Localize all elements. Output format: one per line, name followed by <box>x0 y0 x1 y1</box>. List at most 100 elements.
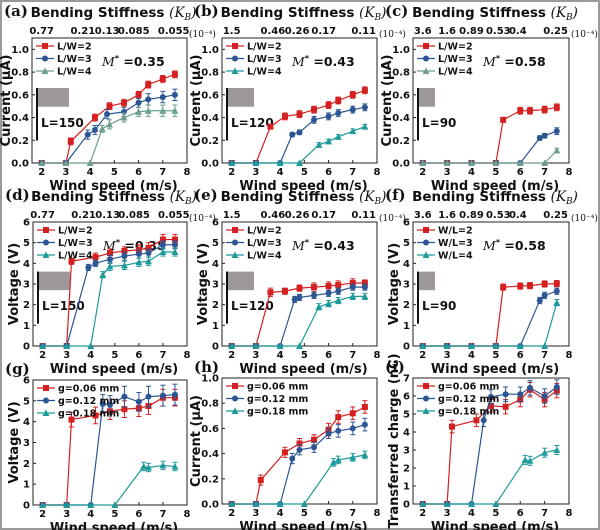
data-point <box>517 107 524 114</box>
panel-label: (f) <box>385 186 406 204</box>
x-axis-label: Wind speed (m/s) <box>431 179 559 194</box>
data-point <box>111 501 119 508</box>
legend-marker <box>43 397 49 404</box>
top-tick-label: 0.53 <box>486 26 511 37</box>
legend-marker <box>231 67 239 74</box>
data-point <box>87 342 95 349</box>
y-tick-label: 3 <box>403 446 410 457</box>
chart-title: Bending Stiffness (KB) <box>412 189 578 207</box>
y-tick-label: 6 <box>23 376 30 387</box>
data-point <box>289 455 296 462</box>
data-point <box>361 87 368 94</box>
data-point <box>276 342 284 349</box>
data-point <box>419 500 427 507</box>
data-point <box>63 342 71 349</box>
legend-label: g=0.12 mm <box>438 394 499 405</box>
legend-label: L/W=3 <box>247 54 282 65</box>
data-point <box>492 159 500 166</box>
x-tick-label: 8 <box>566 350 573 361</box>
y-tick-label: 1 <box>23 480 30 491</box>
data-point <box>171 91 178 98</box>
data-point <box>449 423 455 430</box>
series-line <box>42 244 175 347</box>
top-tick-label: 0.085 <box>118 210 150 221</box>
data-point <box>144 107 152 114</box>
y-tick-label: 1 <box>403 321 410 332</box>
data-point <box>291 296 298 303</box>
panel-label: (b) <box>194 2 219 20</box>
legend-label: L/W=4 <box>58 251 93 262</box>
top-tick-label: 1.6 <box>438 210 456 221</box>
legend-label: L/W=2 <box>247 42 282 53</box>
legend-marker <box>232 227 238 233</box>
series-l-w-4 <box>228 123 369 166</box>
legend-label: W/L=4 <box>438 251 473 262</box>
data-point <box>541 132 548 139</box>
data-point <box>473 417 480 424</box>
x-tick-label: 7 <box>541 508 548 519</box>
data-point <box>296 440 303 447</box>
x-tick-label: 6 <box>325 167 332 178</box>
panel-label: (h) <box>194 358 219 376</box>
data-point <box>325 137 333 145</box>
y-tick-label: 1 <box>403 482 410 493</box>
legend-label: L/W=2 <box>438 42 473 53</box>
legend-marker <box>42 409 50 416</box>
data-point <box>349 425 356 432</box>
x-tick-label: 2 <box>228 508 235 519</box>
data-point <box>325 430 332 437</box>
top-axis-unit: (10⁻⁴) <box>379 213 406 224</box>
x-tick-label: 3 <box>252 350 259 361</box>
data-point <box>296 129 303 136</box>
series-line <box>41 94 176 164</box>
top-tick-label: 0.11 <box>351 210 376 221</box>
data-point <box>502 391 509 398</box>
series-l-w-4 <box>419 147 561 166</box>
data-point <box>488 402 494 409</box>
data-point <box>335 282 342 289</box>
panel-e: (e) Bending Stiffness (KB) 1.5 0.46 0.26 0.17… <box>194 186 406 377</box>
x-tick-label: 6 <box>325 508 332 519</box>
panel-c: (c) Bending Stiffness (KB)3.6 1.6 0.89 0.530… <box>380 2 598 194</box>
y-axis-label: Voltage (V) <box>196 243 211 325</box>
y-tick-label: 0.6 <box>201 90 219 101</box>
top-tick-label: 0.26 <box>285 210 310 221</box>
panel-a: (a) Bending Stiffness (KB)0.77 0.21 0.130.0… <box>0 2 216 194</box>
x-axis-label: Wind speed (m/s) <box>431 362 559 377</box>
data-point <box>296 159 303 166</box>
inset-plate-icon <box>228 271 254 291</box>
data-point <box>361 279 368 286</box>
x-tick-label: 6 <box>135 350 142 361</box>
data-point <box>228 342 236 349</box>
data-point <box>145 257 152 265</box>
panel-f: (f) Bending Stiffness (KB)3.6 1.6 0.89 0.530… <box>385 186 598 377</box>
data-point <box>252 500 260 507</box>
top-axis-unit: (10⁻⁴) <box>571 213 598 224</box>
top-tick-label: 0.26 <box>285 26 310 37</box>
y-tick-label: 6 <box>212 218 219 229</box>
series-g-0-18-mm <box>419 445 561 507</box>
legend-label: g=0.18 mm <box>58 409 119 420</box>
x-tick-label: 4 <box>277 167 284 178</box>
legend-marker <box>423 43 429 49</box>
legend-marker <box>423 383 429 389</box>
data-point <box>335 288 342 295</box>
data-point <box>145 244 152 251</box>
x-tick-label: 5 <box>301 167 308 178</box>
data-point <box>541 106 548 113</box>
x-tick-label: 3 <box>62 167 69 178</box>
data-point <box>39 501 47 508</box>
y-tick-label: 0 <box>403 342 410 353</box>
data-point <box>159 461 167 469</box>
data-point <box>553 280 560 287</box>
data-point <box>325 102 332 109</box>
x-tick-label: 5 <box>492 508 499 519</box>
data-point <box>361 421 368 428</box>
inset-length-label: L=150 <box>41 116 84 130</box>
inset-plate-icon <box>228 88 254 107</box>
data-point <box>39 342 47 349</box>
x-tick-label: 5 <box>301 508 308 519</box>
mstar-annotation: M* =0.58 <box>482 238 546 253</box>
top-tick-label: 0.13 <box>95 210 120 221</box>
x-tick-label: 4 <box>468 167 475 178</box>
